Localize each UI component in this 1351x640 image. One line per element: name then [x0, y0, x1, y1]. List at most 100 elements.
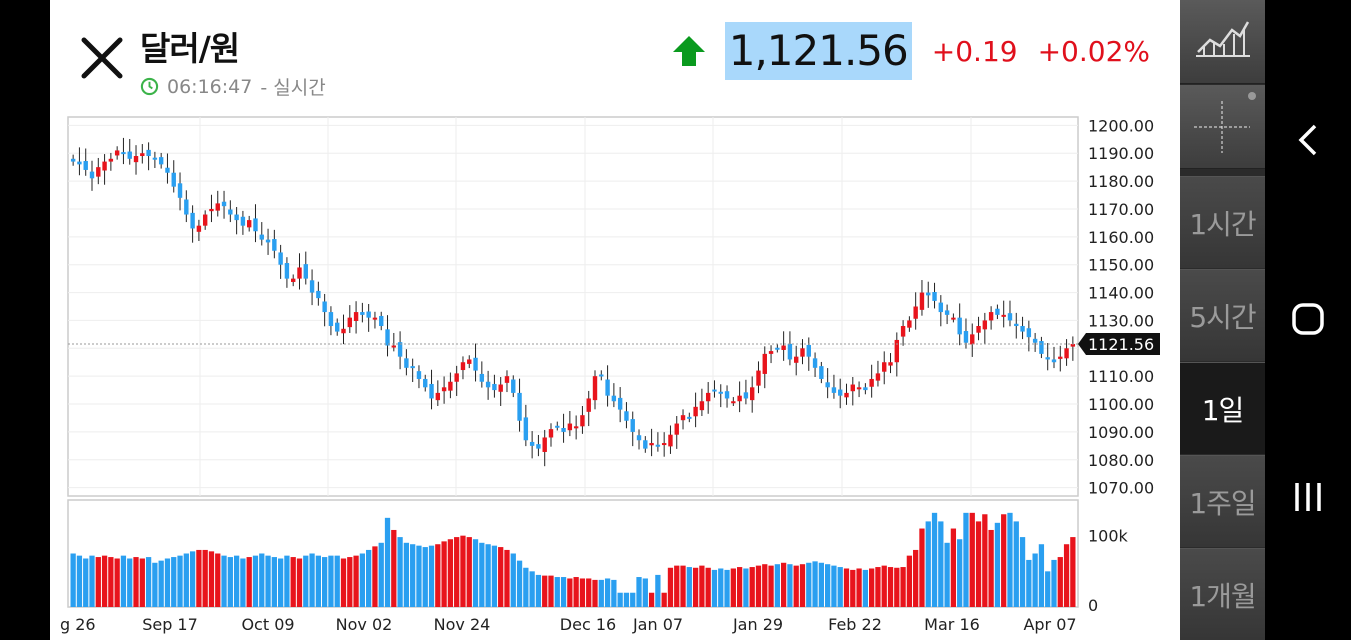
- candle-body: [360, 312, 365, 315]
- candle-body: [253, 218, 258, 232]
- volume-bar: [177, 555, 183, 607]
- volume-bar: [1045, 571, 1051, 607]
- candle-body: [611, 395, 617, 402]
- candle-body: [347, 317, 352, 328]
- candle-body: [108, 158, 114, 162]
- candle-body: [410, 366, 415, 369]
- time-value: 06:16:47: [167, 75, 253, 98]
- x-tick-label: Nov 24: [434, 615, 491, 634]
- candle-body: [718, 391, 723, 394]
- volume-bar: [296, 558, 303, 607]
- crosshair-icon: [1194, 92, 1256, 153]
- chart-type-button[interactable]: [1180, 0, 1265, 84]
- volume-bar: [567, 578, 573, 607]
- candle-body: [448, 381, 453, 391]
- volume-bar: [114, 558, 120, 607]
- x-tick-label: Sep 17: [142, 615, 198, 634]
- candle-body: [882, 362, 887, 372]
- volume-bar: [265, 555, 271, 607]
- tab-1day[interactable]: 1일: [1180, 362, 1265, 454]
- candle-body: [385, 329, 390, 346]
- recents-button[interactable]: [1265, 467, 1351, 527]
- candle-body: [674, 423, 679, 435]
- candle-body: [838, 389, 843, 396]
- tab-1hour[interactable]: 1시간: [1180, 176, 1265, 268]
- candle-body: [441, 387, 447, 392]
- volume-bar: [736, 567, 743, 607]
- volume-bar: [711, 569, 718, 607]
- volume-bar: [95, 557, 101, 607]
- volume-bar: [491, 545, 498, 607]
- candle-body: [699, 401, 705, 411]
- candle-body: [190, 212, 195, 229]
- candle-body: [687, 416, 692, 419]
- volume-bar: [1013, 521, 1019, 607]
- close-icon[interactable]: [80, 36, 124, 80]
- tab-1week[interactable]: 1주일: [1180, 455, 1265, 547]
- candle-body: [926, 292, 931, 296]
- tab-1month[interactable]: 1개월: [1180, 548, 1265, 640]
- candle-body: [89, 171, 95, 179]
- volume-bar: [900, 567, 906, 607]
- volume-bar: [699, 565, 705, 607]
- volume-bar: [435, 544, 441, 607]
- volume-bar: [906, 555, 913, 607]
- candle-body: [102, 161, 107, 171]
- volume-bar: [366, 549, 372, 607]
- volume-bar: [108, 557, 114, 607]
- candle-body: [749, 387, 755, 401]
- candle-body: [485, 381, 491, 388]
- volume-bar: [680, 565, 686, 607]
- volume-bar: [1038, 544, 1045, 607]
- candle-body: [1007, 313, 1013, 321]
- tab-5hour[interactable]: 5시간: [1180, 269, 1265, 361]
- price-block: 1,121.56 +0.19 +0.02%: [671, 22, 1150, 80]
- candle-body: [661, 443, 667, 446]
- volume-bar: [384, 517, 391, 607]
- candle-body: [379, 315, 384, 327]
- system-navbar: [1265, 0, 1351, 640]
- volume-bar: [611, 579, 617, 607]
- volume-bar: [196, 549, 202, 607]
- candle-body: [278, 252, 283, 265]
- volume-bar: [938, 521, 944, 607]
- volume-bar: [171, 557, 177, 607]
- volume-bar: [1032, 553, 1038, 607]
- candle-body: [1058, 356, 1063, 359]
- candle-body: [913, 306, 918, 319]
- volume-bar: [227, 557, 233, 607]
- candle-body: [234, 214, 239, 221]
- candle-body: [435, 392, 441, 401]
- volume-bar: [975, 521, 982, 607]
- candle-body: [460, 362, 466, 371]
- candle-body: [335, 322, 340, 332]
- volume-bar: [510, 553, 516, 607]
- x-tick-label: Mar 16: [924, 615, 980, 634]
- back-button[interactable]: [1265, 110, 1351, 170]
- volume-bar: [1019, 537, 1026, 607]
- candle-body: [548, 429, 554, 438]
- candle-body: [353, 312, 359, 321]
- candle-body: [599, 374, 604, 377]
- candle-body: [165, 167, 170, 173]
- volume-bar: [768, 565, 774, 607]
- candle-body: [900, 326, 906, 337]
- volume-bar: [604, 578, 611, 607]
- volume-bar: [529, 571, 535, 607]
- home-button[interactable]: [1265, 289, 1351, 349]
- candle-body: [309, 280, 315, 293]
- update-time: 06:16:47 - 실시간: [140, 73, 326, 100]
- candle-body: [775, 347, 780, 350]
- candle-body: [856, 387, 862, 390]
- x-tick-label: Jan 07: [632, 615, 683, 634]
- volume-bar: [780, 562, 787, 607]
- volume-bar: [862, 569, 869, 607]
- volume-bar: [70, 553, 76, 607]
- volume-bar: [573, 577, 579, 607]
- volume-bar: [913, 549, 919, 607]
- price-chart[interactable]: 1200.00 1190.00 1180.00 1170.00 1160.00 1150.…: [0, 0, 1180, 640]
- candle-body: [586, 398, 591, 412]
- crosshair-button[interactable]: [1180, 85, 1265, 169]
- volume-bar: [887, 567, 894, 607]
- candle-body: [473, 357, 478, 371]
